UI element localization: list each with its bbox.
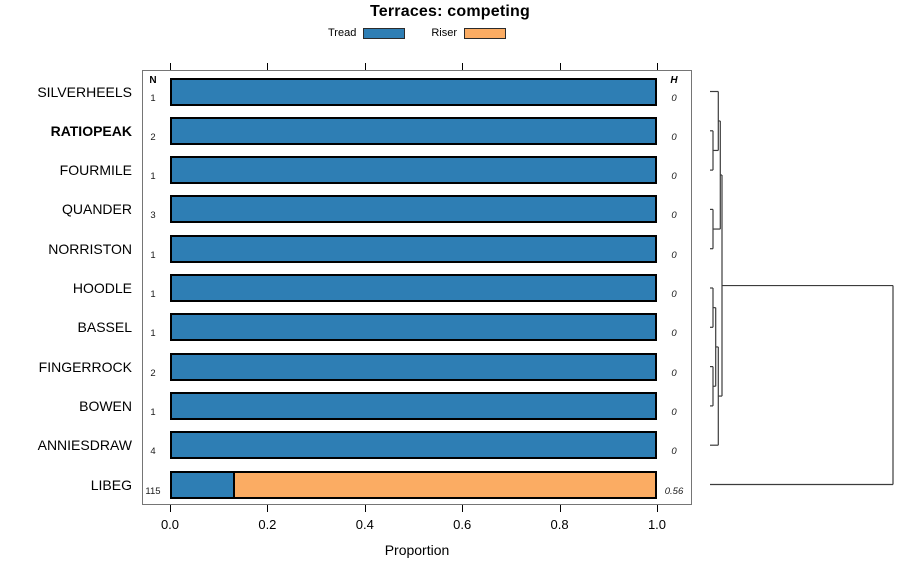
category-label: FINGERROCK (38, 358, 132, 375)
legend-label: Tread (328, 27, 357, 39)
bar-segment-tread (172, 276, 655, 300)
h-value: 0 (671, 92, 677, 104)
x-tick-bottom (267, 505, 269, 512)
n-value: 3 (150, 210, 156, 222)
x-tick-top (462, 63, 464, 70)
category-label: SILVERHEELS (37, 83, 132, 100)
x-tick-label: 1.0 (647, 517, 667, 532)
x-axis-title: Proportion (384, 542, 450, 558)
bar-bowen (170, 391, 657, 420)
bar-silverheels (170, 77, 657, 106)
n-value: 1 (150, 92, 156, 104)
bar-segment-tread (172, 79, 655, 104)
x-tick-top (559, 63, 561, 70)
bar-fourmile (170, 156, 657, 185)
bar-bassel (170, 313, 657, 342)
bar-norriston (170, 234, 657, 263)
bar-segment-tread (172, 315, 655, 340)
n-column-header: N (149, 75, 157, 86)
legend-swatch-tread (363, 27, 406, 39)
h-value: 0 (671, 171, 677, 183)
category-label: RATIOPEAK (50, 122, 132, 139)
h-value: 0 (671, 249, 677, 261)
h-column-header: H (670, 75, 678, 86)
n-value: 2 (150, 131, 156, 143)
bar-hoodle (170, 274, 657, 302)
category-label: FOURMILE (59, 162, 132, 179)
bar-fingerrock (170, 352, 657, 381)
plot-area (142, 70, 692, 505)
bar-quander (170, 195, 657, 224)
legend: Tread Riser (142, 25, 692, 41)
x-tick-label: 0.6 (453, 517, 472, 532)
category-label: BASSEL (77, 319, 132, 336)
bar-segment-tread (172, 118, 655, 143)
h-value: 0 (671, 328, 677, 340)
n-value: 1 (150, 249, 156, 261)
bar-anniesdraw (170, 431, 657, 460)
n-value: 1 (150, 289, 156, 300)
x-tick-top (657, 63, 658, 70)
n-value: 1 (150, 171, 156, 183)
x-tick-label: 0.8 (550, 517, 569, 532)
x-tick-bottom (657, 505, 658, 512)
x-tick-label: 0.2 (258, 517, 277, 532)
h-value: 0 (671, 289, 677, 300)
category-label: QUANDER (61, 201, 132, 218)
x-tick-bottom (462, 505, 464, 512)
h-value: 0 (671, 406, 677, 418)
n-value: 4 (150, 446, 156, 458)
legend-item-tread: Tread (328, 27, 406, 39)
n-value: 2 (150, 367, 156, 379)
bar-segment-tread (172, 236, 655, 261)
x-tick-top (364, 63, 366, 70)
bar-segment-tread (172, 472, 235, 497)
h-value: 0 (671, 367, 677, 379)
category-label: LIBEG (90, 476, 132, 493)
legend-swatch-riser (464, 27, 506, 39)
bar-libeg (170, 470, 657, 499)
bar-ratiopeak (170, 116, 657, 145)
x-tick-bottom (170, 505, 171, 512)
category-label: NORRISTON (48, 240, 132, 257)
n-value: 1 (150, 328, 156, 340)
category-label: HOODLE (72, 280, 132, 296)
h-value: 0 (671, 131, 677, 143)
x-tick-label: 0.0 (160, 517, 180, 532)
legend-item-riser: Riser (431, 27, 506, 39)
x-tick-top (267, 63, 269, 70)
h-value: 0.56 (664, 485, 684, 497)
legend-label: Riser (431, 27, 457, 39)
bar-segment-tread (172, 433, 655, 458)
bar-segment-tread (172, 158, 655, 183)
n-value: 115 (145, 485, 161, 497)
bar-segment-tread (172, 354, 655, 379)
x-tick-bottom (559, 505, 561, 512)
x-tick-bottom (364, 505, 366, 512)
bar-segment-tread (172, 197, 655, 222)
x-tick-top (170, 63, 171, 70)
n-value: 1 (150, 406, 156, 418)
chart-title: Terraces: competing (370, 3, 530, 20)
h-value: 0 (671, 446, 677, 458)
category-label: BOWEN (79, 397, 132, 414)
bar-segment-riser (234, 472, 655, 497)
x-tick-label: 0.4 (355, 517, 374, 532)
bar-segment-tread (172, 393, 655, 418)
h-value: 0 (671, 210, 677, 222)
category-label: ANNIESDRAW (37, 437, 132, 454)
